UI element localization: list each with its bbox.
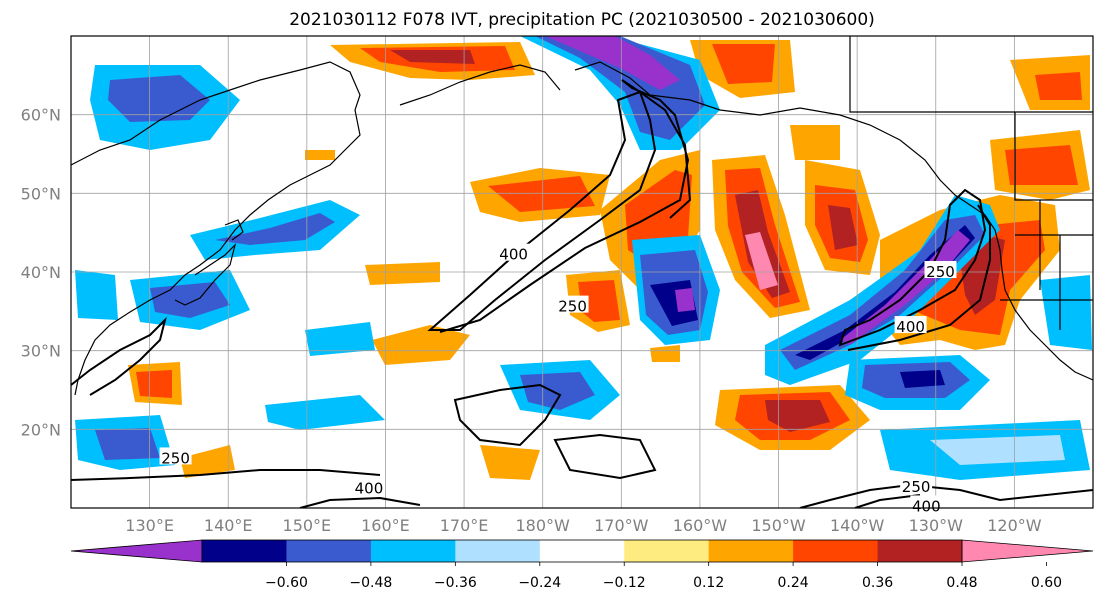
- colorbar-segment: [370, 540, 456, 562]
- longitude-labels: 130°E 140°E 150°E 160°E 170°E 180°W 170°W 160°W…: [125, 516, 1041, 535]
- colorbar-tick-label: 0.24: [778, 575, 809, 591]
- contour-label: 400: [499, 246, 528, 264]
- colorbar-frame: [201, 539, 963, 563]
- precip-positive-region: [128, 40, 1090, 480]
- colorbar: −0.60 −0.48 −0.36 −0.24 −0.12 0.12 0.24 0.36 0.4…: [70, 539, 1094, 591]
- colorbar-segment: [793, 540, 879, 562]
- longitude-label: 140°E: [204, 516, 253, 535]
- colorbar-segment: [539, 540, 625, 562]
- latitude-label: 50°N: [21, 184, 61, 203]
- colorbar-extend-high: [961, 539, 1094, 563]
- contour-label: 250: [558, 298, 587, 316]
- colorbar-tick-label: −0.48: [349, 575, 392, 591]
- latitude-label: 40°N: [21, 263, 61, 282]
- longitude-label: 170°W: [594, 516, 649, 535]
- contour-label: 400: [896, 318, 925, 336]
- latitude-label: 30°N: [21, 342, 61, 361]
- latitude-labels: 60°N 50°N 40°N 30°N 20°N: [21, 106, 61, 440]
- map-frame: [70, 35, 1094, 509]
- longitude-label: 130°E: [125, 516, 174, 535]
- colorbar-segment: [286, 540, 372, 562]
- colorbar-tick-label: 0.48: [946, 575, 977, 591]
- latitude-label: 20°N: [21, 420, 61, 439]
- precip-negative-region: [75, 36, 1092, 480]
- contour-label: 250: [902, 478, 931, 496]
- colorbar-tick-label: −0.12: [603, 575, 646, 591]
- colorbar-tick-label: −0.36: [434, 575, 477, 591]
- gridlines: [71, 36, 1093, 508]
- colorbar-extend-low: [70, 539, 203, 563]
- coastlines: [71, 36, 1093, 396]
- contour-label-background: [556, 295, 589, 313]
- longitude-label: 120°W: [987, 516, 1042, 535]
- precip-shading: [75, 36, 1092, 480]
- contour-label: 250: [926, 263, 955, 281]
- colorbar-segment: [708, 540, 794, 562]
- contour-label-background: [894, 316, 927, 334]
- contour-label-background: [352, 477, 385, 495]
- colorbar-segment: [624, 540, 710, 562]
- colorbar-tick-label: 0.36: [862, 575, 893, 591]
- longitude-label: 180°W: [516, 516, 571, 535]
- contour-label-background: [497, 243, 530, 261]
- colorbar-segment: [877, 540, 963, 562]
- longitude-label: 140°W: [830, 516, 885, 535]
- colorbar-tick-label: −0.60: [265, 575, 308, 591]
- map-title: 2021030112 F078 IVT, precipitation PC (2…: [289, 10, 875, 30]
- longitude-label: 160°E: [361, 516, 410, 535]
- contour-label: 400: [355, 479, 384, 497]
- colorbar-segment: [202, 540, 287, 562]
- longitude-label: 170°E: [440, 516, 489, 535]
- longitude-label: 160°W: [673, 516, 728, 535]
- contour-label: 400: [912, 497, 941, 515]
- contour-label-background: [924, 261, 957, 278]
- latitude-label: 60°N: [21, 106, 61, 125]
- contour-label-background: [900, 475, 933, 493]
- longitude-label: 150°E: [283, 516, 332, 535]
- contour-label-background: [159, 447, 192, 465]
- colorbar-tick-label: 0.60: [1031, 575, 1062, 591]
- colorbar-tick-label: 0.12: [693, 575, 724, 591]
- contour-label: 250: [161, 449, 190, 467]
- colorbar-tick-label: −0.24: [518, 575, 561, 591]
- colorbar-segment: [455, 540, 541, 562]
- longitude-label: 150°W: [751, 516, 806, 535]
- longitude-label: 130°W: [909, 516, 964, 535]
